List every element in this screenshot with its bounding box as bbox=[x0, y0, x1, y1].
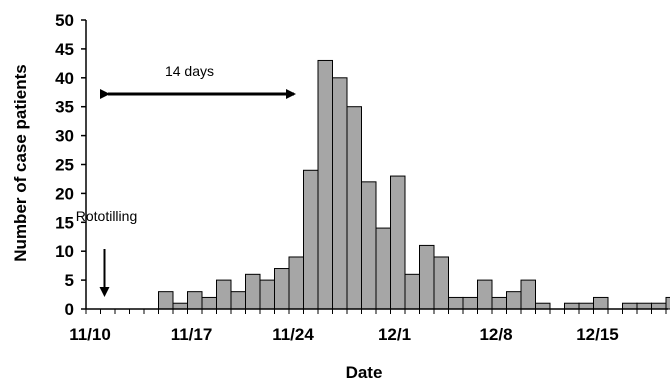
bar bbox=[651, 302, 667, 310]
bar bbox=[564, 302, 580, 310]
y-tick-label: 25 bbox=[55, 156, 74, 175]
y-tick-label: 35 bbox=[55, 98, 74, 117]
bar bbox=[477, 279, 493, 310]
y-tick-label: 30 bbox=[55, 127, 74, 146]
bar bbox=[506, 291, 522, 310]
bar bbox=[303, 169, 319, 310]
x-tick-label: 12/1 bbox=[378, 325, 411, 344]
bar bbox=[274, 268, 290, 310]
bar bbox=[361, 181, 377, 310]
bar bbox=[578, 302, 594, 310]
bar bbox=[259, 279, 275, 310]
bar bbox=[593, 296, 609, 310]
bar bbox=[158, 291, 174, 310]
bar bbox=[535, 302, 551, 310]
bar bbox=[201, 296, 217, 310]
y-tick-label: 45 bbox=[55, 40, 74, 59]
y-tick-label: 0 bbox=[65, 300, 74, 319]
bar bbox=[433, 256, 449, 310]
y-axis-ticks: 0 5 10 15 20 25 30 35 40 45 50 bbox=[55, 11, 86, 319]
y-tick-label: 50 bbox=[55, 11, 74, 30]
bar bbox=[375, 227, 391, 310]
bar bbox=[245, 273, 261, 310]
bar bbox=[520, 279, 536, 310]
bars-group bbox=[158, 59, 670, 310]
x-axis-ticks: 11/10 11/17 11/24 12/1 12/8 12/15 bbox=[69, 309, 667, 344]
bar bbox=[404, 273, 420, 310]
x-tick-label: 11/10 bbox=[69, 325, 111, 344]
rototilling-label: Rototilling bbox=[76, 208, 137, 224]
bar bbox=[448, 296, 464, 310]
bar bbox=[317, 59, 333, 310]
bar bbox=[462, 296, 478, 310]
bar bbox=[216, 279, 232, 310]
rototilling-annotation: Rototilling bbox=[76, 208, 137, 297]
y-axis-title: Number of case patients bbox=[11, 64, 30, 261]
x-tick-label: 12/15 bbox=[576, 325, 619, 344]
bar bbox=[172, 302, 188, 310]
bar bbox=[636, 302, 652, 310]
bar bbox=[187, 291, 203, 310]
bar bbox=[491, 296, 507, 310]
y-tick-label: 20 bbox=[55, 184, 74, 203]
bar bbox=[346, 106, 362, 310]
bar bbox=[288, 256, 304, 310]
x-tick-label: 12/8 bbox=[479, 325, 512, 344]
y-tick-label: 15 bbox=[55, 213, 74, 232]
y-tick-label: 5 bbox=[65, 271, 74, 290]
bar bbox=[622, 302, 638, 310]
bar bbox=[390, 175, 406, 310]
y-tick-label: 40 bbox=[55, 69, 74, 88]
bar bbox=[665, 296, 670, 310]
bar bbox=[419, 244, 435, 310]
bar bbox=[332, 77, 348, 310]
bar bbox=[230, 291, 246, 310]
x-axis-title: Date bbox=[346, 363, 383, 382]
y-tick-label: 10 bbox=[55, 242, 74, 261]
fourteen-days-annotation: 14 days bbox=[100, 63, 296, 99]
x-tick-label: 11/24 bbox=[272, 325, 314, 344]
x-tick-label: 11/17 bbox=[171, 325, 213, 344]
fourteen-days-label: 14 days bbox=[165, 63, 214, 79]
